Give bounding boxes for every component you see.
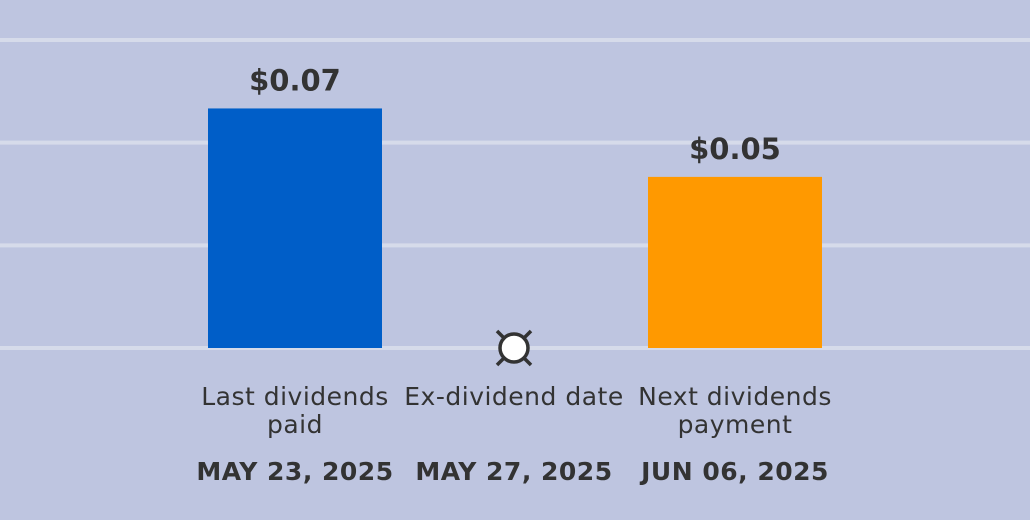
category-label: Last dividends paid xyxy=(201,382,389,439)
category-label: Next dividends payment xyxy=(638,382,832,439)
date-label: MAY 23, 2025 xyxy=(196,457,394,486)
value-label: $0.07 xyxy=(249,63,341,97)
bar xyxy=(648,176,822,348)
category-label: Ex-dividend date xyxy=(404,382,624,411)
date-label: JUN 06, 2025 xyxy=(641,457,829,486)
ex-dividend-marker xyxy=(498,332,530,364)
date-label: MAY 27, 2025 xyxy=(415,457,613,486)
value-label: $0.05 xyxy=(689,132,781,166)
bar xyxy=(208,108,382,348)
